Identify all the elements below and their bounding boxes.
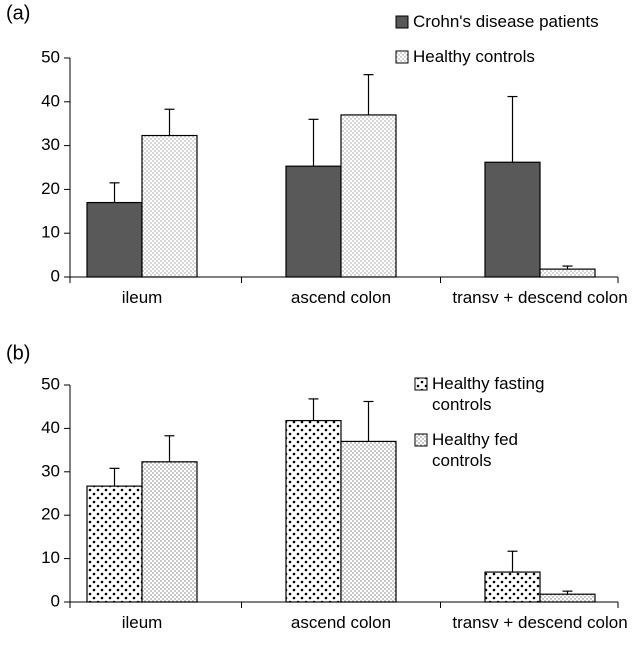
legend-label: Crohn's disease patients — [413, 12, 599, 31]
y-tick-label: 10 — [41, 548, 60, 567]
y-tick-label: 30 — [41, 461, 60, 480]
error-bar — [109, 182, 120, 203]
x-tick-label: ascend colon — [290, 288, 392, 307]
y-tick-label: 0 — [51, 591, 60, 610]
bar — [484, 571, 541, 603]
y-tick-label: 20 — [41, 505, 60, 524]
error-bar — [562, 590, 573, 595]
error-bar — [363, 400, 374, 442]
legend-swatch — [414, 377, 428, 391]
legend-label: Healthy fed controls — [432, 430, 518, 470]
x-tick-label: transv + descend colon — [452, 613, 628, 632]
y-tick-label: 20 — [41, 179, 60, 198]
y-tick-label: 50 — [41, 374, 60, 393]
x-tick-label: transv + descend colon — [452, 288, 628, 307]
bar — [86, 485, 143, 603]
y-tick-label: 50 — [41, 47, 60, 66]
error-bar — [308, 118, 319, 167]
bar — [340, 114, 397, 278]
y-tick-label: 40 — [41, 91, 60, 110]
error-bar — [507, 550, 518, 573]
legend-swatch — [395, 15, 409, 29]
panel-label: (a) — [6, 2, 30, 24]
x-tick-label: ascend colon — [290, 613, 392, 632]
error-bar — [507, 95, 518, 163]
panel-label: (b) — [6, 342, 30, 364]
legend-label: Healthy controls — [413, 47, 535, 66]
error-bar — [164, 108, 175, 136]
error-bar — [164, 435, 175, 462]
y-tick-label: 30 — [41, 135, 60, 154]
bar — [539, 268, 596, 278]
legend-label: Healthy fasting controls — [432, 374, 545, 414]
legend-swatch — [414, 433, 428, 447]
y-tick-label: 0 — [51, 266, 60, 285]
bar — [539, 593, 596, 603]
bar — [141, 461, 198, 603]
bar — [285, 165, 342, 278]
error-bar — [308, 398, 319, 421]
x-tick-label: ileum — [121, 613, 163, 632]
x-tick-label: ileum — [121, 288, 163, 307]
y-tick-label: 10 — [41, 223, 60, 242]
bar — [484, 161, 541, 278]
bar — [86, 201, 143, 278]
y-tick-label: 40 — [41, 418, 60, 437]
bar — [340, 440, 397, 603]
error-bar — [562, 265, 573, 270]
legend-swatch — [395, 50, 409, 64]
bar — [141, 134, 198, 278]
error-bar — [363, 74, 374, 115]
error-bar — [109, 467, 120, 487]
bar — [285, 419, 342, 603]
